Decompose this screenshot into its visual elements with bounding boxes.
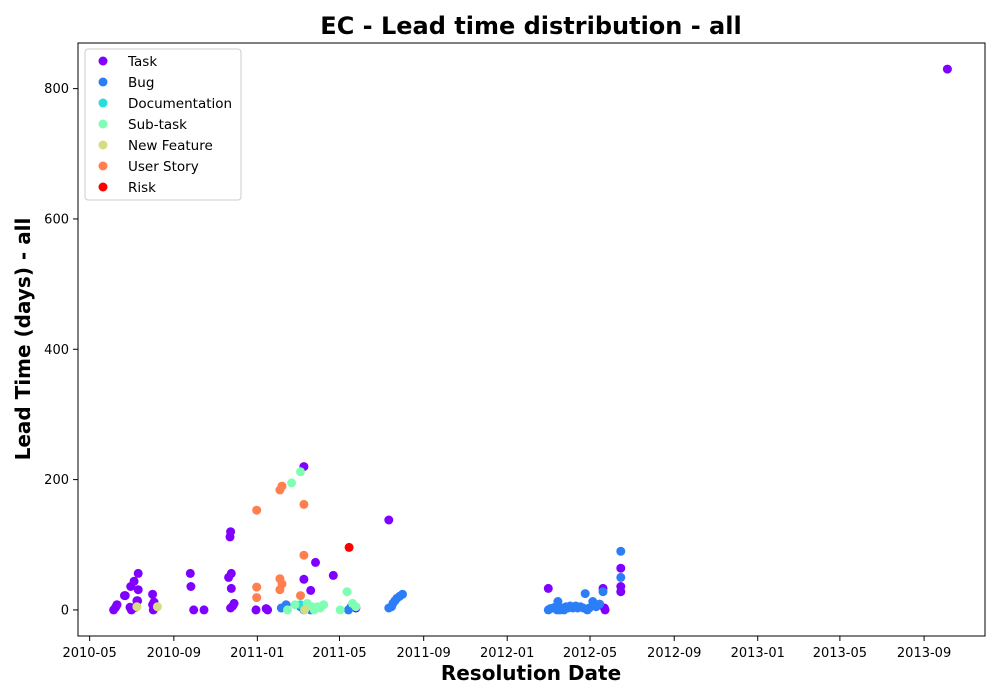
data-point-task-14 [133, 585, 143, 595]
data-point-bug-40 [616, 572, 626, 582]
data-point-task-37 [311, 557, 320, 567]
data-point-sub-task-13 [307, 602, 317, 612]
data-point-sub-task-8 [335, 605, 345, 615]
data-point-new-feature-0 [132, 602, 142, 612]
data-point-task-30 [229, 598, 239, 608]
data-point-sub-task-2 [283, 605, 292, 615]
legend-label-documentation: Documentation [128, 96, 232, 112]
y-tick-label-2: 400 [44, 343, 69, 358]
data-point-sub-task-0 [287, 478, 297, 488]
data-point-sub-task-7 [319, 600, 329, 610]
legend-label-risk: Risk [128, 180, 156, 196]
data-point-task-44 [600, 605, 610, 615]
data-point-new-feature-1 [152, 602, 162, 612]
data-point-task-38 [328, 570, 338, 580]
data-point-new-feature-2 [300, 605, 310, 615]
legend-box [84, 48, 242, 201]
x-tick-label-1: 2010-09 [147, 646, 201, 661]
data-point-task-27 [226, 583, 236, 593]
data-point-sub-task-9 [342, 587, 352, 597]
legend-marker-user-story [98, 161, 108, 171]
data-point-task-21 [189, 605, 199, 615]
data-point-user-story-9 [299, 499, 309, 509]
data-point-task-31 [251, 605, 261, 615]
plot-frame [77, 42, 986, 637]
x-tick-label-6: 2012-05 [563, 646, 617, 661]
data-point-task-2 [112, 600, 122, 610]
y-axis-label: Lead Time (days) - all [11, 218, 35, 461]
data-point-bug-39 [616, 546, 626, 556]
legend-marker-new-feature [98, 140, 108, 150]
y-tick-label-3: 600 [44, 212, 69, 227]
data-point-task-40 [384, 515, 394, 525]
data-point-task-35 [299, 574, 309, 584]
data-point-task-41 [543, 583, 553, 593]
data-point-task-15 [148, 589, 158, 599]
data-point-sub-task-3 [290, 600, 300, 610]
data-point-user-story-2 [252, 593, 262, 603]
x-tick-label-0: 2010-05 [62, 646, 116, 661]
data-point-task-47 [616, 587, 626, 597]
x-tick-label-4: 2011-09 [397, 646, 451, 661]
legend-marker-sub-task [98, 119, 108, 129]
legend-marker-bug [98, 77, 108, 87]
x-tick-label-7: 2012-09 [647, 646, 701, 661]
data-point-bug-20 [553, 597, 563, 606]
data-point-sub-task-1 [296, 467, 305, 477]
data-point-task-26 [226, 568, 236, 578]
data-point-task-19 [185, 568, 195, 578]
data-point-task-13 [133, 568, 143, 578]
data-point-task-25 [226, 527, 236, 537]
legend-label-task: Task [127, 54, 157, 70]
legend-marker-task [98, 56, 108, 66]
data-point-risk-0 [344, 542, 354, 552]
data-point-task-45 [616, 563, 626, 573]
data-point-user-story-10 [299, 550, 309, 560]
data-point-user-story-7 [275, 585, 285, 595]
legend-marker-documentation [98, 98, 108, 108]
y-axis-ticks: 0 200 400 600 800 [44, 82, 78, 618]
data-point-bug-32 [580, 589, 590, 599]
legend-marker-risk [98, 182, 108, 192]
x-axis-ticks: 2010-05 2010-09 2011-01 2011-05 2011-09 2012-… [62, 636, 951, 661]
data-point-user-story-0 [252, 505, 262, 515]
data-point-task-22 [199, 605, 209, 615]
legend-label-sub-task: Sub-task [128, 117, 187, 133]
y-tick-label-1: 200 [44, 473, 69, 488]
x-axis-label: Resolution Date [441, 661, 621, 685]
y-tick-label-4: 800 [44, 82, 69, 97]
data-point-bug-37 [595, 599, 605, 609]
plot-marks [109, 64, 952, 615]
x-tick-label-10: 2013-09 [897, 646, 951, 661]
data-point-user-story-1 [252, 582, 262, 592]
legend-label-new-feature: New Feature [128, 138, 213, 154]
y-tick-label-0: 0 [61, 603, 69, 618]
x-tick-label-3: 2011-05 [312, 646, 366, 661]
data-point-task-48 [942, 64, 952, 74]
legend-label-bug: Bug [128, 75, 154, 91]
data-point-task-36 [306, 585, 316, 595]
data-point-user-story-8 [296, 591, 305, 601]
data-point-user-story-4 [277, 481, 287, 491]
legend: Task Bug Documentation Sub-task New Feature U… [84, 48, 242, 201]
chart-title: EC - Lead time distribution - all [320, 12, 741, 40]
data-point-task-4 [120, 591, 130, 601]
data-point-task-20 [186, 582, 196, 591]
x-tick-label-5: 2012-01 [480, 646, 534, 661]
x-tick-label-9: 2013-05 [813, 646, 867, 661]
data-point-bug-38 [598, 587, 608, 597]
data-point-sub-task-11 [351, 602, 361, 612]
data-point-task-8 [129, 576, 139, 586]
legend-label-user-story: User Story [128, 159, 199, 175]
x-tick-label-2: 2011-01 [230, 646, 284, 661]
data-point-bug-14 [398, 589, 407, 599]
x-tick-label-8: 2013-01 [731, 646, 785, 661]
data-point-task-33 [263, 605, 273, 615]
